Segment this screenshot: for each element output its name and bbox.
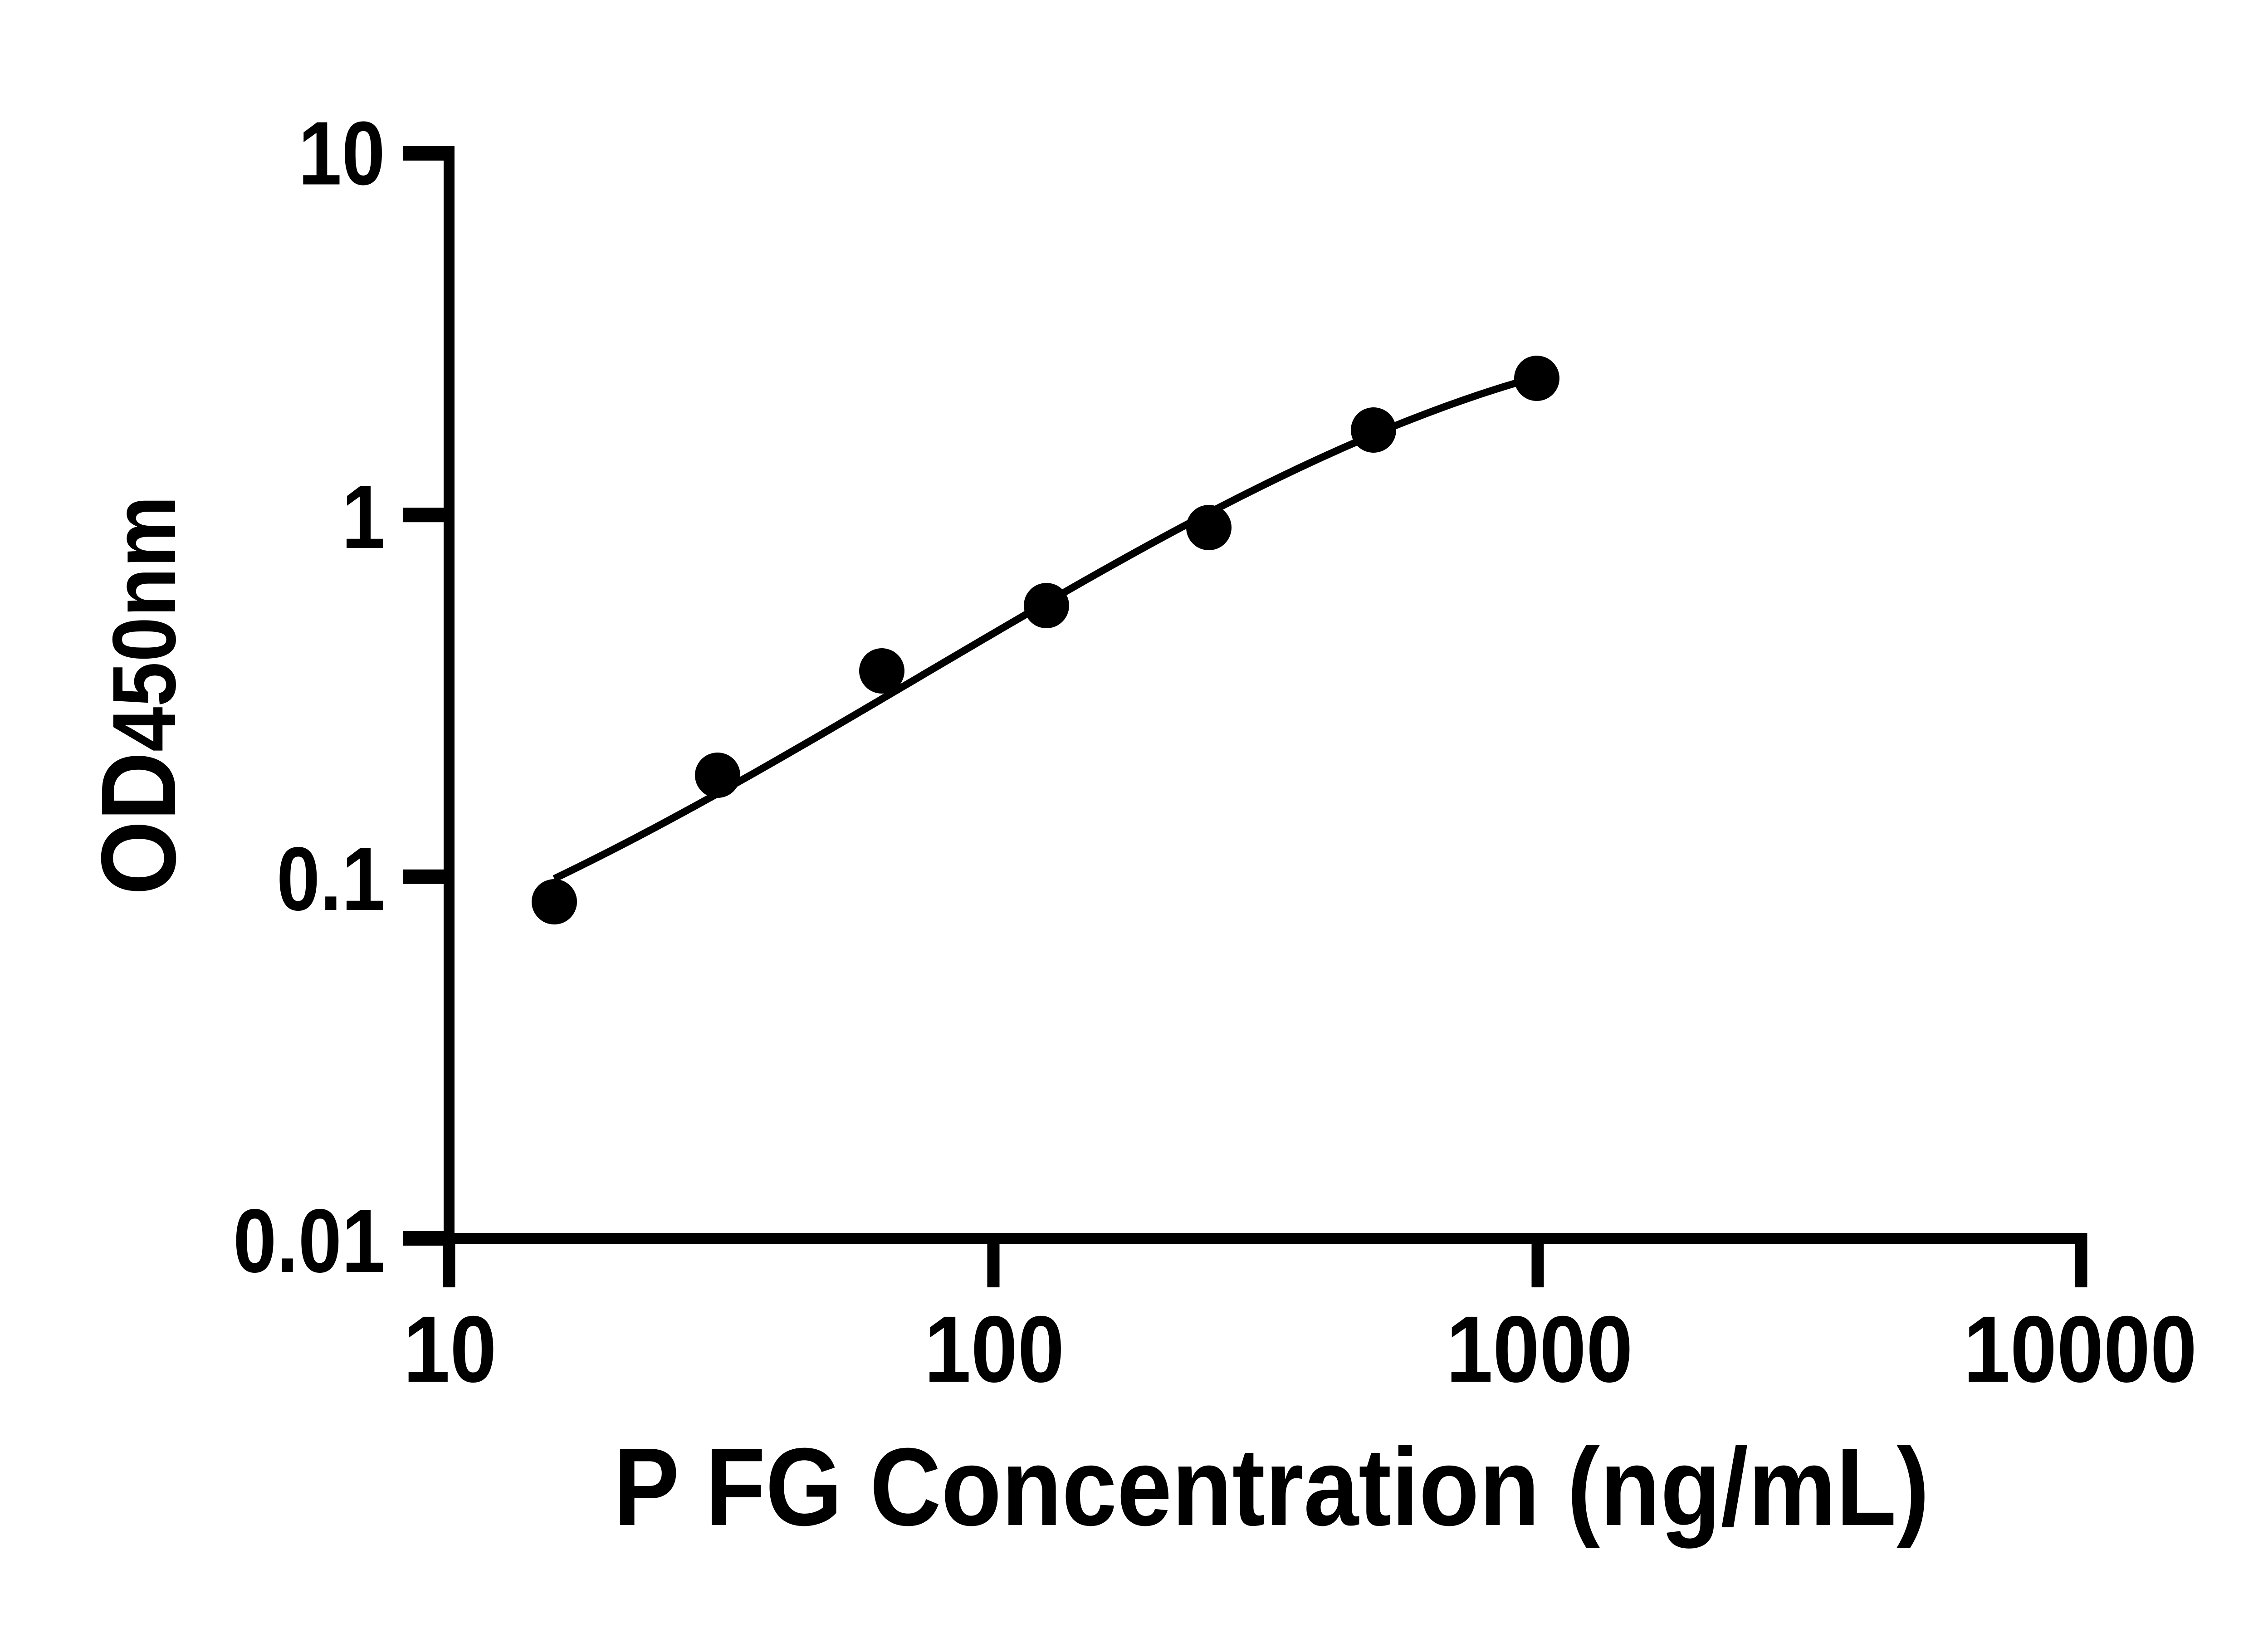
svg-text:1000: 1000 — [1446, 1296, 1633, 1402]
svg-text:10: 10 — [298, 103, 385, 204]
svg-text:10000: 10000 — [1964, 1296, 2197, 1402]
svg-text:1: 1 — [342, 467, 385, 567]
svg-text:10: 10 — [403, 1296, 497, 1402]
svg-text:0.01: 0.01 — [233, 1191, 385, 1291]
svg-text:100: 100 — [924, 1296, 1065, 1402]
svg-text:0.1: 0.1 — [277, 829, 385, 929]
svg-text:P FG Concentration (ng/mL): P FG Concentration (ng/mL) — [614, 1426, 1930, 1549]
svg-text:OD450nm: OD450nm — [79, 496, 198, 895]
